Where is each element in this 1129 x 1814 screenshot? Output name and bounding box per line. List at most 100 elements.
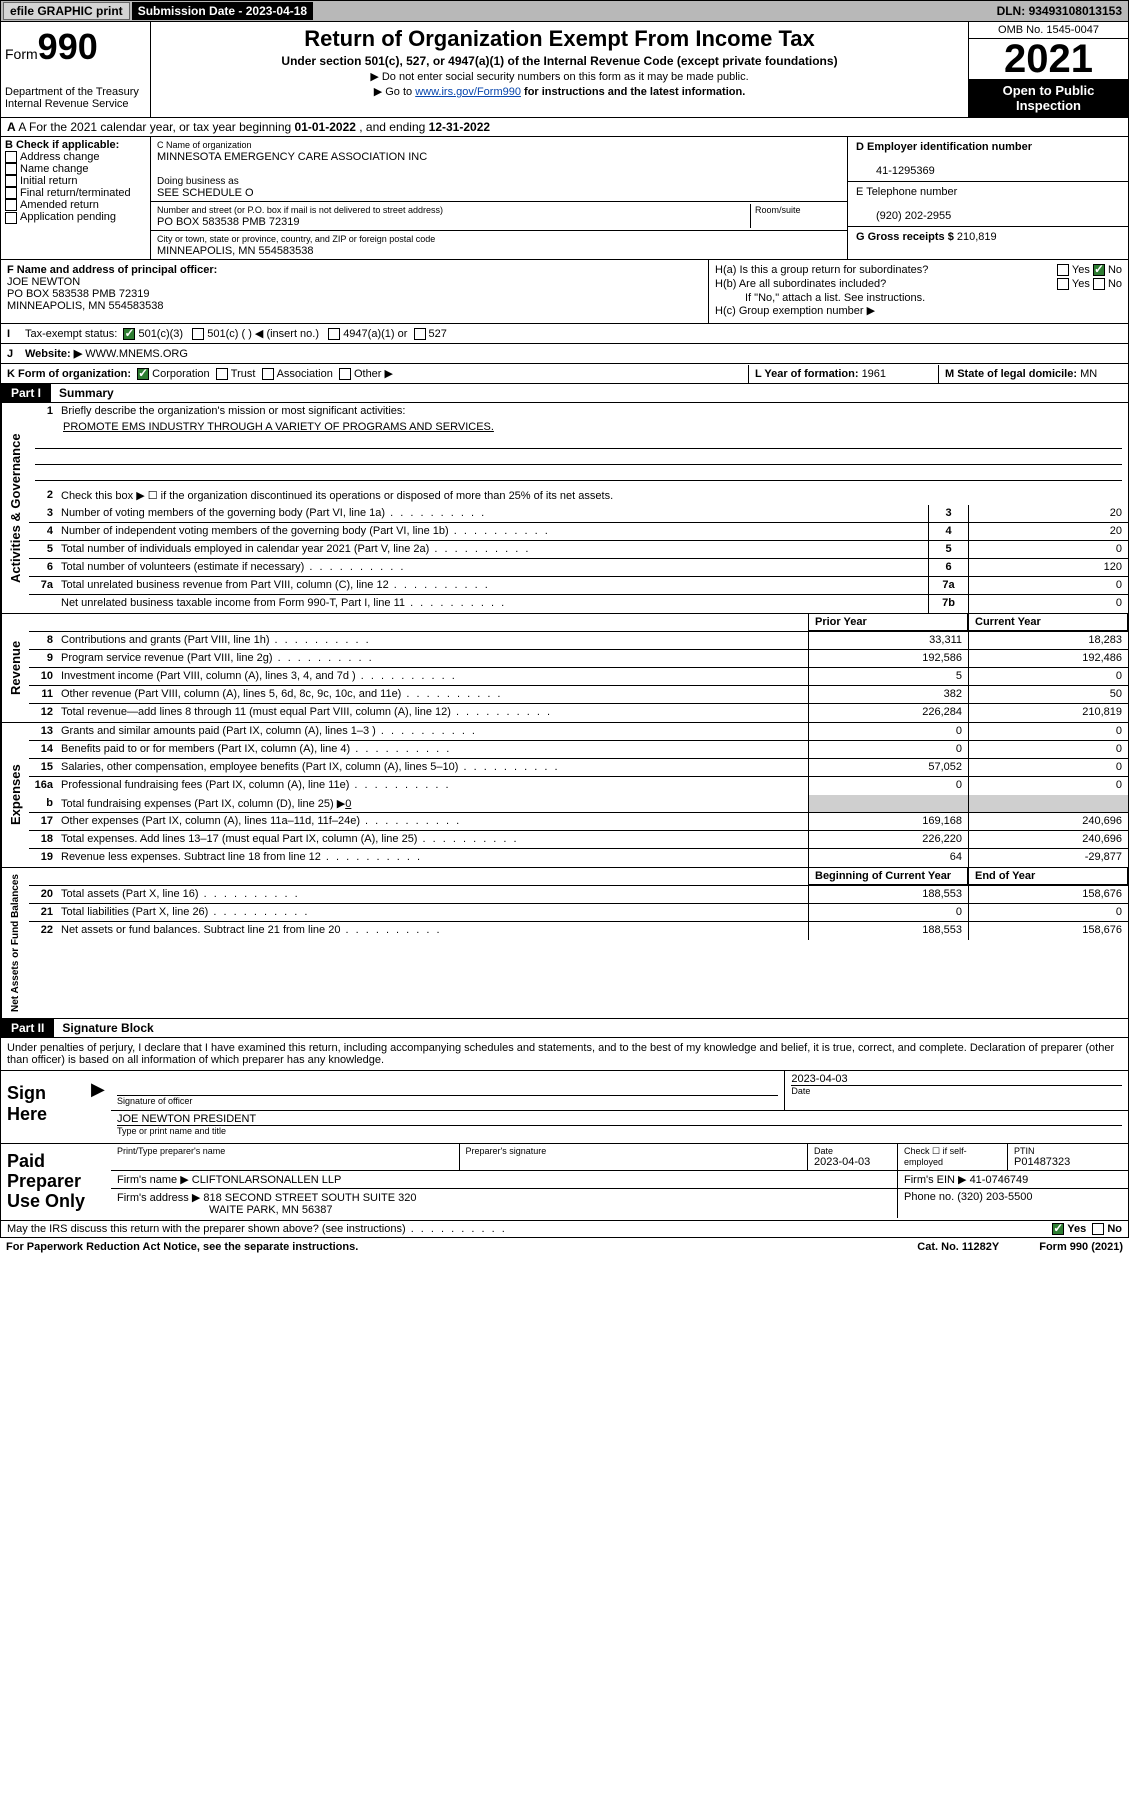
prior-value: 33,311 [808, 632, 968, 649]
line-num: 19 [29, 849, 57, 867]
form-header: Form990 Department of the Treasury Inter… [0, 22, 1129, 118]
row-i-tax-exempt: I Tax-exempt status: 501(c)(3) 501(c) ( … [0, 324, 1129, 344]
line-num: 17 [29, 813, 57, 830]
k-other-checkbox[interactable] [339, 368, 351, 380]
line-desc: Net assets or fund balances. Subtract li… [57, 922, 808, 940]
line-key: 4 [928, 523, 968, 540]
form-ref: Form 990 (2021) [1039, 1241, 1123, 1253]
k-assoc-checkbox[interactable] [262, 368, 274, 380]
checkbox-app-pending[interactable] [5, 212, 17, 224]
sig-date-label: Date [791, 1085, 1122, 1096]
discuss-row: May the IRS discuss this return with the… [0, 1221, 1129, 1238]
irs-label: Internal Revenue Service [5, 98, 146, 110]
data-row: 15Salaries, other compensation, employee… [29, 759, 1128, 777]
hc-label: H(c) Group exemption number ▶ [715, 304, 875, 317]
f-label: F Name and address of principal officer: [7, 264, 217, 276]
efile-print-button[interactable]: efile GRAPHIC print [3, 2, 130, 20]
form-number: Form990 [5, 26, 146, 68]
line-num: 14 [29, 741, 57, 758]
i-527-checkbox[interactable] [414, 328, 426, 340]
hb-no-checkbox[interactable] [1093, 278, 1105, 290]
sign-arrow-icon: ▶ [91, 1071, 111, 1143]
firm-addr2: WAITE PARK, MN 56387 [117, 1204, 332, 1216]
ha-yes-checkbox[interactable] [1057, 264, 1069, 276]
line-num: 15 [29, 759, 57, 776]
checkbox-address-change[interactable] [5, 151, 17, 163]
form-note-ssn: ▶ Do not enter social security numbers o… [159, 70, 960, 83]
discuss-yes-checkbox[interactable] [1052, 1223, 1064, 1235]
col-b-item-1: Name change [20, 163, 89, 175]
sig-date-value: 2023-04-03 [791, 1073, 1122, 1085]
line-value: 0 [968, 541, 1128, 558]
k-trust-checkbox[interactable] [216, 368, 228, 380]
data-row: 10Investment income (Part VIII, column (… [29, 668, 1128, 686]
line-desc: Net unrelated business taxable income fr… [57, 595, 928, 613]
city-value: MINNEAPOLIS, MN 554583538 [157, 245, 314, 257]
line-num: 13 [29, 723, 57, 740]
block-fh: F Name and address of principal officer:… [0, 260, 1129, 324]
current-value: 240,696 [968, 831, 1128, 848]
page-footer: For Paperwork Reduction Act Notice, see … [0, 1238, 1129, 1256]
line-desc: Total revenue—add lines 8 through 11 (mu… [57, 704, 808, 722]
signature-officer-cell[interactable]: Signature of officer [111, 1071, 785, 1110]
k-opt0: Corporation [152, 368, 209, 380]
i-501c-checkbox[interactable] [192, 328, 204, 340]
line-desc: Total assets (Part X, line 16) [57, 886, 808, 903]
part-2-header: Part II Signature Block [0, 1019, 1129, 1038]
prep-ptin-label: PTIN [1014, 1146, 1122, 1156]
line-desc: Investment income (Part VIII, column (A)… [57, 668, 808, 685]
line-num: 4 [29, 523, 57, 540]
prior-value: 382 [808, 686, 968, 703]
phone-label: E Telephone number [856, 186, 957, 198]
ha-no-checkbox[interactable] [1093, 264, 1105, 276]
checkbox-name-change[interactable] [5, 163, 17, 175]
line-num: 12 [29, 704, 57, 722]
current-value: 0 [968, 723, 1128, 740]
part-1-title: Summary [51, 384, 1128, 402]
line-num: 11 [29, 686, 57, 703]
i-4947-checkbox[interactable] [328, 328, 340, 340]
name-title-value: JOE NEWTON PRESIDENT [117, 1113, 1122, 1125]
current-value: 0 [968, 904, 1128, 921]
firm-addr-row: Firm's address ▶ 818 SECOND STREET SOUTH… [111, 1189, 1128, 1218]
col-b-item-3: Final return/terminated [20, 187, 131, 199]
data-row: 16aProfessional fundraising fees (Part I… [29, 777, 1128, 795]
hb-no: No [1108, 278, 1122, 290]
submission-date-value: 2023-04-18 [246, 4, 307, 18]
checkbox-amended-return[interactable] [5, 199, 17, 211]
submission-date-field: Submission Date - 2023-04-18 [132, 2, 313, 20]
line-desc: Other revenue (Part VIII, column (A), li… [57, 686, 808, 703]
i-501c3-checkbox[interactable] [123, 328, 135, 340]
j-label: Website: ▶ [25, 347, 82, 360]
line-desc: Total unrelated business revenue from Pa… [57, 577, 928, 594]
line-key: 5 [928, 541, 968, 558]
form-title: Return of Organization Exempt From Incom… [159, 26, 960, 52]
col-b-item-5: Application pending [20, 211, 116, 223]
k-corp-checkbox[interactable] [137, 368, 149, 380]
firm-addr-label: Firm's address ▶ [117, 1192, 200, 1204]
checkbox-initial-return[interactable] [5, 175, 17, 187]
line-num: 18 [29, 831, 57, 848]
checkbox-final-return[interactable] [5, 187, 17, 199]
form-990: 990 [38, 26, 98, 67]
prep-date-value: 2023-04-03 [814, 1156, 870, 1168]
irs-link[interactable]: www.irs.gov/Form990 [415, 86, 521, 98]
discuss-no-checkbox[interactable] [1092, 1223, 1104, 1235]
part-2-title: Signature Block [54, 1019, 1128, 1037]
ha-label: H(a) Is this a group return for subordin… [715, 264, 1057, 276]
line-desc: Contributions and grants (Part VIII, lin… [57, 632, 808, 649]
line-key: 7a [928, 577, 968, 594]
current-value: 0 [968, 668, 1128, 685]
summary-revenue: Revenue Prior Year Current Year 8Contrib… [0, 614, 1129, 723]
hb-yes-checkbox[interactable] [1057, 278, 1069, 290]
part-2-num: Part II [1, 1019, 54, 1037]
hb-label: H(b) Are all subordinates included? [715, 278, 1057, 290]
l2-label: Check this box ▶ ☐ if the organization d… [57, 487, 1128, 505]
form-word: Form [5, 46, 38, 62]
k-label: K Form of organization: [7, 368, 131, 380]
m-state-domicile: M State of legal domicile: MN [939, 365, 1128, 383]
name-title-label: Type or print name and title [117, 1125, 1122, 1136]
current-value: 192,486 [968, 650, 1128, 667]
prior-value: 0 [808, 904, 968, 921]
data-row: 20Total assets (Part X, line 16)188,5531… [29, 886, 1128, 904]
